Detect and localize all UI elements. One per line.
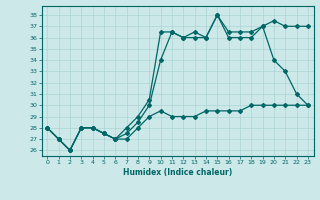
- X-axis label: Humidex (Indice chaleur): Humidex (Indice chaleur): [123, 168, 232, 177]
